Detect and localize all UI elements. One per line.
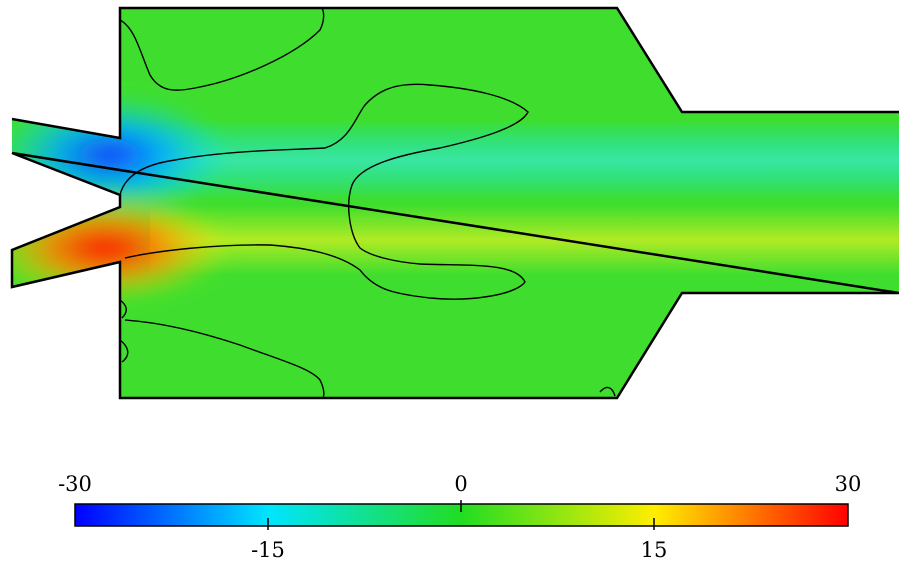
contour-lower-wall (124, 319, 325, 399)
domain-outline (10, 6, 899, 400)
colorbar-label-zero: 0 (454, 472, 467, 496)
contour-wall-ripple (119, 299, 616, 397)
negative-region-upper-inlet (12, 95, 230, 215)
colorbar: -30 0 30 -15 15 (58, 472, 861, 562)
upper-jet-band (120, 120, 899, 200)
contour-lines (119, 7, 616, 399)
colorbar-label-plus15: 15 (641, 538, 668, 562)
lower-jet-band (150, 205, 899, 275)
zero-contour-inlet-tip (119, 83, 529, 300)
colorbar-label-max: 30 (835, 472, 862, 496)
flow-domain (12, 8, 899, 398)
colorbar-label-minus15: -15 (251, 538, 285, 562)
colorbar-label-min: -30 (58, 472, 92, 496)
contour-upper-wall (119, 7, 325, 91)
